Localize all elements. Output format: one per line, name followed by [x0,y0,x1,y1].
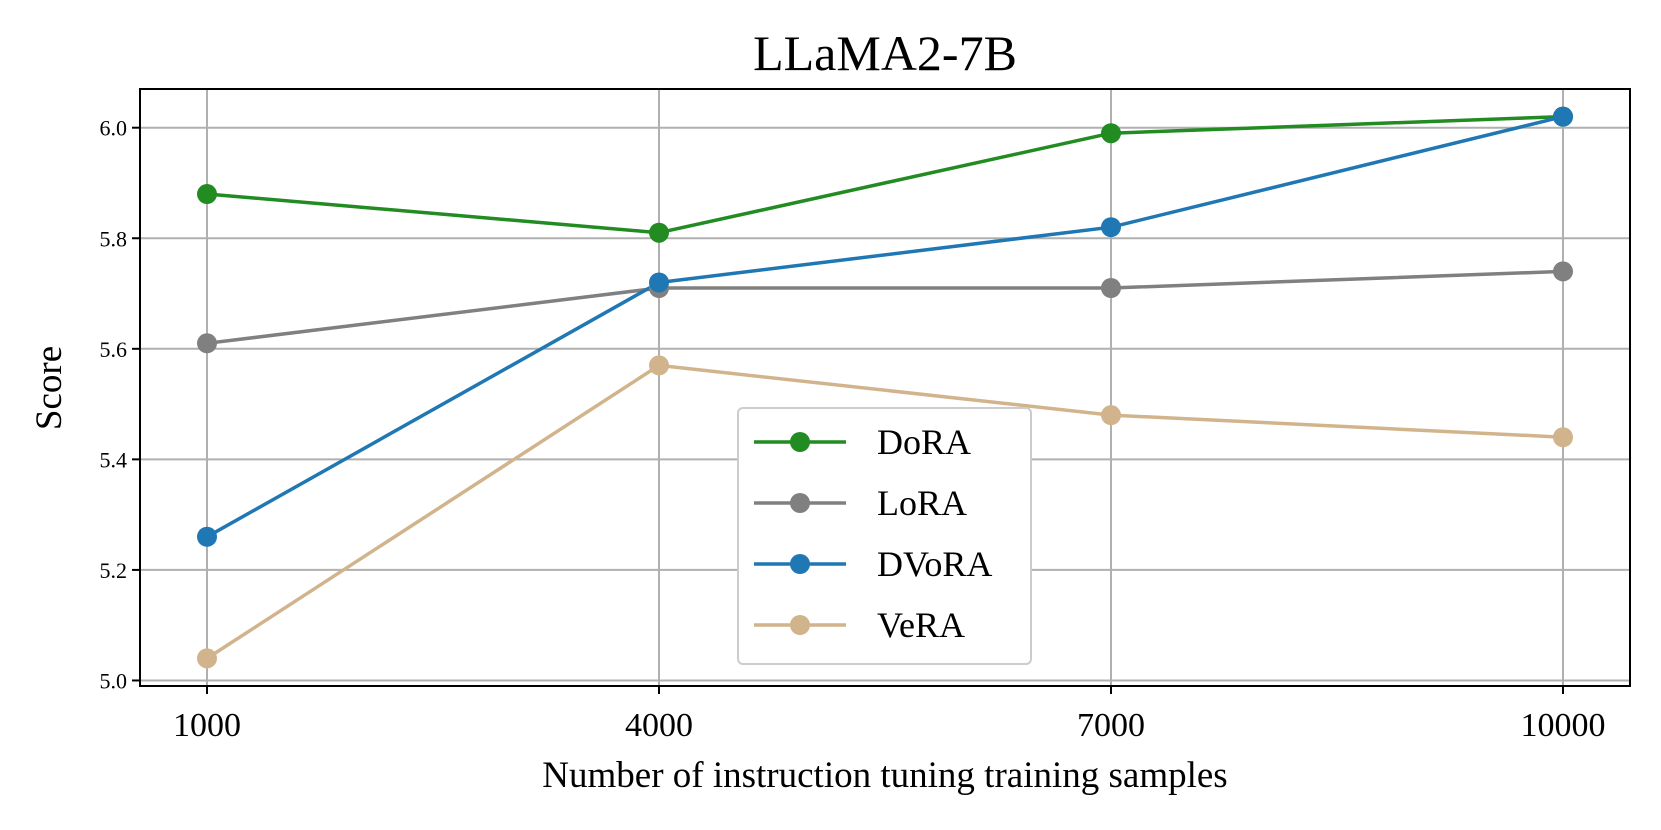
x-tick-label: 7000 [1077,707,1145,744]
x-tick-label: 4000 [625,707,693,744]
legend-box [737,407,1032,665]
series-line-dora [206,114,1564,235]
y-tick-label: 5.8 [100,226,128,251]
legend-label-dvora: DVoRA [877,544,992,584]
series-line-vera [206,363,1564,660]
data-point-vera [1553,427,1573,448]
legend-swatch-marker-lora [790,493,810,513]
data-point-vera [1101,405,1121,426]
data-point-lora [197,333,217,354]
y-tick-label: 5.0 [100,668,128,693]
x-axis-label: Number of instruction tuning training sa… [542,755,1227,796]
data-point-dvora [197,526,217,547]
legend-label-lora: LoRA [877,483,967,523]
legend: DoRA LoRA DVoRA VeRA [737,407,1032,665]
y-tick-label: 5.6 [100,337,128,362]
data-point-lora [1553,261,1573,282]
data-point-dora [1101,123,1121,144]
x-axis-ticks: 1000 4000 7000 10000 [173,686,1606,744]
y-axis-ticks: 5.0 5.2 5.4 5.6 5.8 6.0 [100,116,140,693]
series-points [197,106,1573,669]
data-point-dvora [1553,106,1573,127]
legend-label-dora: DoRA [877,422,971,462]
y-tick-label: 6.0 [100,116,128,141]
data-point-dvora [1101,217,1121,238]
x-tick-label: 1000 [173,707,241,744]
y-axis-label: Score [29,346,70,430]
y-tick-label: 5.4 [100,447,128,472]
chart-title: LLaMA2-7B [753,25,1017,81]
series-lines [206,114,1564,660]
data-point-dora [197,184,217,205]
legend-swatch-marker-vera [790,615,810,635]
data-point-lora [1101,278,1121,298]
data-point-dora [649,222,669,243]
series-line-dvora [206,114,1564,539]
data-point-vera [649,355,669,376]
data-point-dvora [649,272,669,293]
x-tick-label: 10000 [1521,707,1606,744]
legend-label-vera: VeRA [877,605,965,645]
data-point-vera [197,648,217,669]
series-line-lora [206,269,1564,346]
legend-swatch-marker-dora [790,432,810,452]
legend-swatch-marker-dvora [790,554,810,574]
y-tick-label: 5.2 [100,558,128,583]
plot-frame [139,88,1631,687]
